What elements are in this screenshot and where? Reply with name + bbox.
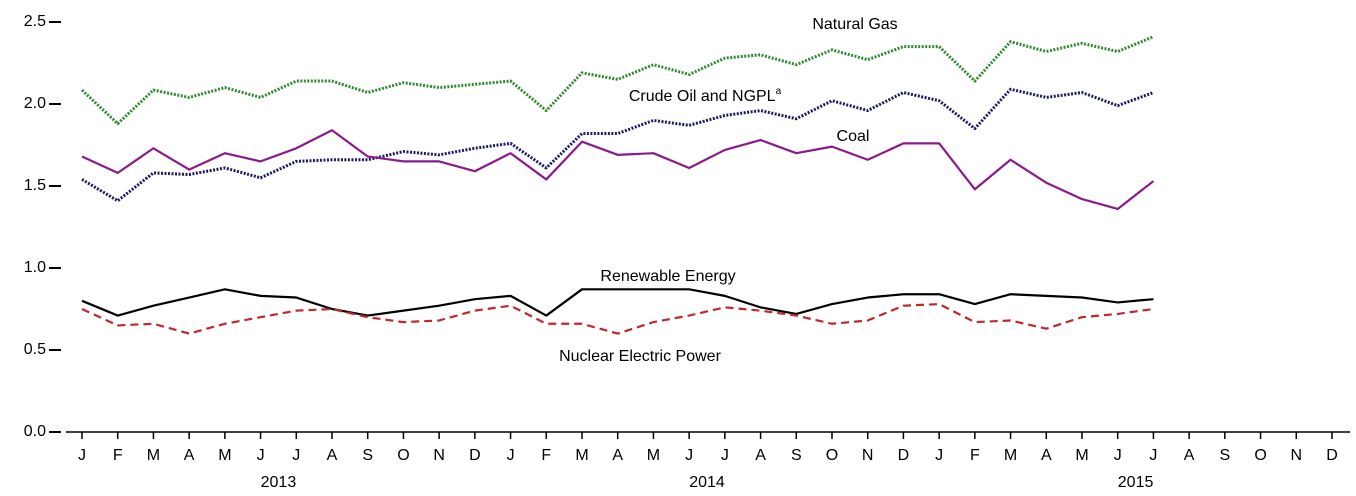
x-tick-label: M [147,447,160,464]
x-tick-label: M [647,447,660,464]
x-tick-label: J [721,447,729,464]
x-tick-label: N [433,447,445,464]
x-tick-label: M [575,447,588,464]
x-tick-label: J [1149,447,1157,464]
x-tick-label: A [755,447,766,464]
x-tick-label: J [685,447,693,464]
x-tick-label: D [1326,447,1338,464]
x-tick-label: A [327,447,338,464]
series-name: Crude Oil and NGPL [629,88,776,105]
series-name: Coal [837,128,870,145]
series-note: a [776,86,782,97]
x-tick-label: J [935,447,943,464]
x-tick-label: A [612,447,623,464]
x-tick-label: O [397,447,409,464]
x-tick-label: A [184,447,195,464]
y-tick-label: 0.5 [24,341,46,358]
year-label: 2014 [689,474,725,491]
x-tick-label: J [78,447,86,464]
x-tick-label: O [826,447,838,464]
series-line [81,87,1154,203]
x-tick-label: J [292,447,300,464]
x-tick-label: M [1004,447,1017,464]
year-label: 2015 [1118,474,1154,491]
x-tick-label: D [469,447,481,464]
series-name: Nuclear Electric Power [559,348,722,365]
x-tick-label: M [1075,447,1088,464]
x-tick-label: J [257,447,265,464]
x-tick-label: D [898,447,910,464]
x-tick-label: O [1254,447,1266,464]
y-tick-label: 1.0 [24,259,46,276]
x-tick-label: M [218,447,231,464]
series-label: Renewable Energy [600,268,735,285]
x-tick-label: S [791,447,802,464]
series-label: Crude Oil and NGPLa [629,86,782,106]
series-line [81,129,1155,211]
series-line [81,302,1154,335]
x-tick-label: F [113,447,123,464]
x-tick-label: J [507,447,515,464]
series-name: Renewable Energy [600,268,735,285]
x-tick-label: J [1114,447,1122,464]
x-tick-label: A [1041,447,1052,464]
series-label: Nuclear Electric Power [559,348,722,365]
x-tick-label: F [970,447,980,464]
x-tick-label: N [1290,447,1302,464]
y-tick-label: 2.0 [24,95,46,112]
y-tick-label: 2.5 [24,13,46,30]
series-line [80,35,1154,126]
series-label: Natural Gas [812,16,897,33]
year-label: 2013 [261,474,297,491]
series-name: Natural Gas [812,16,897,33]
series-line [81,288,1154,317]
x-tick-label: A [1184,447,1195,464]
x-tick-label: F [541,447,551,464]
x-tick-label: S [362,447,373,464]
x-tick-label: N [862,447,874,464]
y-tick-label: 0.0 [24,423,46,440]
y-tick-label: 1.5 [24,177,46,194]
x-tick-label: S [1220,447,1231,464]
series-label: Coal [837,128,870,145]
